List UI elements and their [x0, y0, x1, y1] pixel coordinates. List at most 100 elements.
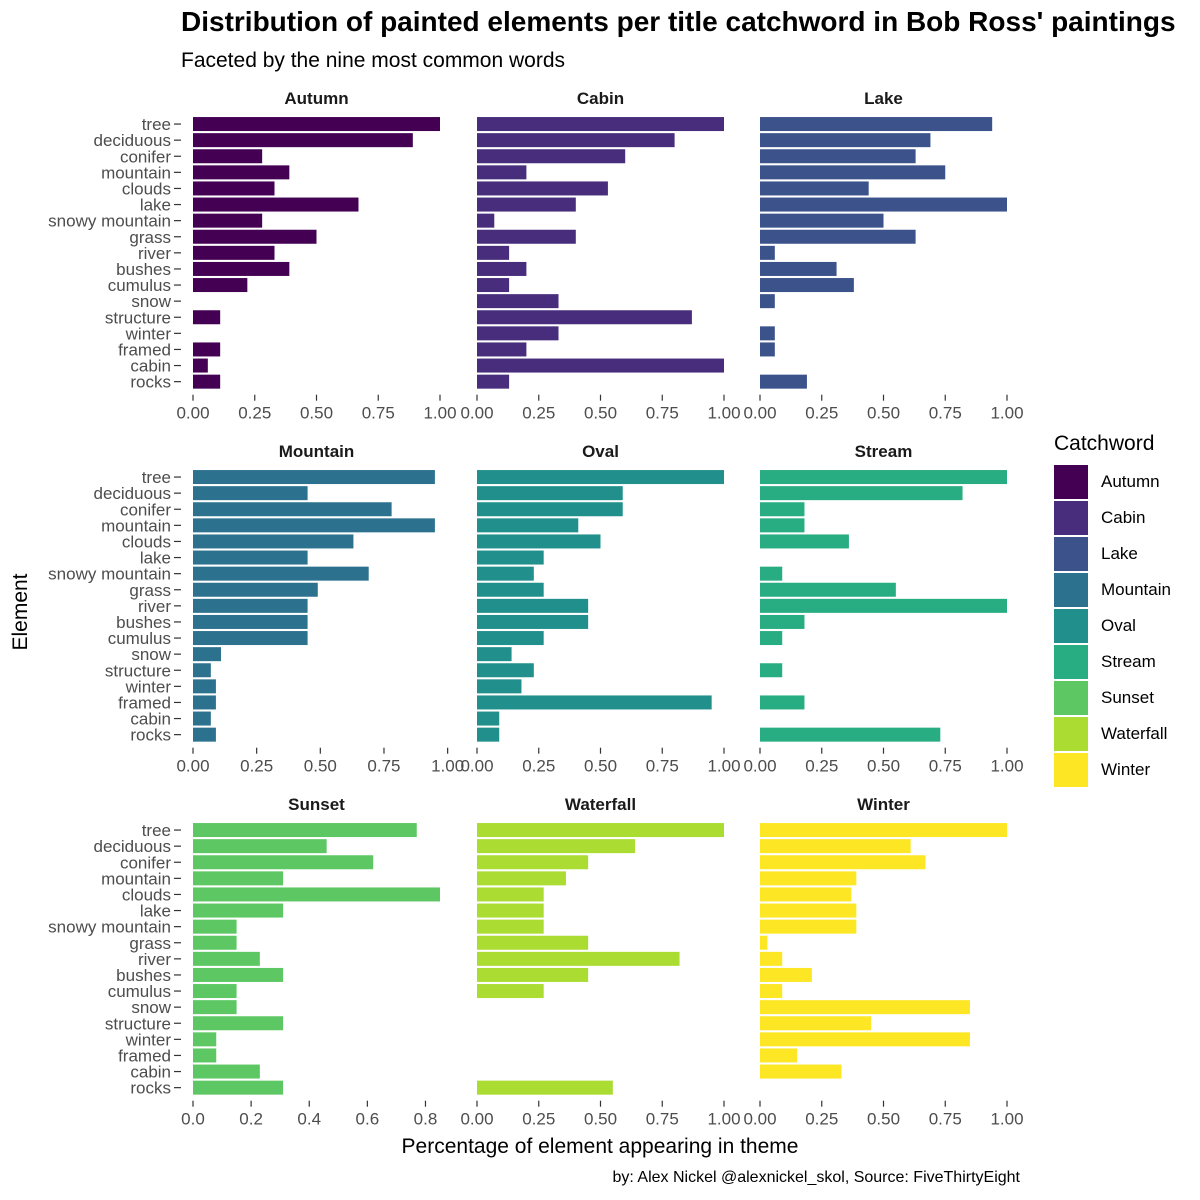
- bar-clouds: [477, 534, 601, 549]
- bar-deciduous: [477, 133, 675, 148]
- x-tick-label: 0.50: [584, 1110, 617, 1129]
- y-tick-label: river: [138, 244, 171, 263]
- bar-bushes: [760, 967, 812, 982]
- y-tick-label: clouds: [122, 532, 171, 551]
- y-tick-label: winter: [125, 677, 172, 696]
- bar-bushes: [477, 967, 589, 982]
- bar-framed: [477, 695, 712, 710]
- bar-conifer: [760, 502, 805, 517]
- bar-deciduous: [477, 839, 636, 854]
- x-tick-label: 0.8: [414, 1110, 438, 1129]
- bar-winter: [477, 679, 522, 694]
- y-tick-label: snowy mountain: [48, 918, 171, 937]
- legend-swatch: [1054, 717, 1088, 751]
- x-tick-label: 0.25: [238, 404, 271, 423]
- x-tick-label: 0.00: [743, 1110, 776, 1129]
- y-tick-label: cabin: [130, 357, 171, 376]
- y-tick-label: structure: [105, 1014, 171, 1033]
- bar-conifer: [193, 855, 374, 870]
- y-tick-label: grass: [129, 228, 171, 247]
- bar-lake: [193, 903, 284, 918]
- y-tick-label: cabin: [130, 710, 171, 729]
- legend-swatch: [1054, 681, 1088, 715]
- bar-river: [477, 245, 510, 260]
- bar-bushes: [477, 614, 589, 629]
- x-tick-label: 0.00: [460, 1110, 493, 1129]
- y-tick-label: structure: [105, 661, 171, 680]
- bar-conifer: [477, 855, 589, 870]
- bar-lake: [193, 550, 308, 565]
- bar-lake: [477, 550, 544, 565]
- bar-cabin: [193, 1064, 260, 1079]
- x-tick-label: 0.00: [460, 404, 493, 423]
- bar-cumulus: [477, 984, 544, 999]
- y-tick-label: rocks: [130, 1079, 171, 1098]
- bar-deciduous: [760, 486, 963, 501]
- bar-lake: [760, 197, 1007, 212]
- legend-item: Cabin: [1054, 500, 1171, 536]
- bar-tree: [760, 117, 993, 132]
- y-tick-label: grass: [129, 934, 171, 953]
- bar-cumulus: [193, 984, 237, 999]
- x-tick-label: 0.00: [460, 757, 493, 776]
- bar-river: [477, 598, 589, 613]
- x-tick-label: 0.75: [646, 404, 679, 423]
- legend: Catchword Autumn Cabin Lake Mountain Oval Str…: [1054, 432, 1171, 788]
- legend-item: Sunset: [1054, 680, 1171, 716]
- y-tick-label: framed: [118, 693, 171, 712]
- legend-item: Autumn: [1054, 464, 1171, 500]
- legend-label: Waterfall: [1101, 724, 1168, 743]
- y-tick-label: tree: [142, 468, 171, 487]
- y-tick-label: snow: [131, 998, 171, 1017]
- bar-conifer: [477, 149, 626, 164]
- y-tick-label: snowy mountain: [48, 565, 171, 584]
- legend-swatch: [1054, 609, 1088, 643]
- bar-tree: [477, 823, 724, 838]
- bar-structure: [193, 1016, 284, 1031]
- bar-conifer: [193, 502, 392, 517]
- bar-snowy-mountain: [760, 213, 884, 228]
- x-tick-label: 0.6: [356, 1110, 380, 1129]
- bar-deciduous: [193, 133, 413, 148]
- bar-conifer: [193, 149, 263, 164]
- legend-item: Oval: [1054, 608, 1171, 644]
- legend-item: Stream: [1054, 644, 1171, 680]
- y-tick-label: rocks: [130, 373, 171, 392]
- bar-snowy-mountain: [193, 213, 263, 228]
- bar-deciduous: [760, 133, 931, 148]
- bar-mountain: [193, 165, 290, 180]
- caption: by: Alex Nickel @alexnickel_skol, Source…: [612, 1169, 1020, 1186]
- y-tick-label: snow: [131, 292, 171, 311]
- bar-bushes: [193, 614, 308, 629]
- x-tick-label: 0.75: [362, 404, 395, 423]
- bar-framed: [760, 342, 775, 357]
- legend-item: Lake: [1054, 536, 1171, 572]
- y-tick-label: tree: [142, 821, 171, 840]
- x-tick-label: 1.00: [431, 757, 464, 776]
- y-tick-label: deciduous: [93, 131, 171, 150]
- bar-winter: [760, 1032, 970, 1047]
- y-tick-label: snow: [131, 645, 171, 664]
- bar-mountain: [760, 871, 857, 886]
- bar-tree: [477, 117, 724, 132]
- bar-structure: [477, 310, 692, 325]
- legend-swatch: [1054, 465, 1088, 499]
- y-tick-label: framed: [118, 1046, 171, 1065]
- y-tick-label: river: [138, 597, 171, 616]
- y-tick-label: lake: [140, 196, 171, 215]
- bar-rocks: [760, 727, 941, 742]
- y-tick-label: conifer: [120, 500, 171, 519]
- bar-deciduous: [760, 839, 911, 854]
- bar-conifer: [477, 502, 623, 517]
- bar-snow: [760, 294, 775, 309]
- x-tick-label: 0.00: [176, 404, 209, 423]
- bar-bushes: [760, 261, 837, 276]
- legend-title: Catchword: [1054, 432, 1155, 455]
- chart-title: Distribution of painted elements per tit…: [181, 6, 1176, 37]
- bar-lake: [477, 903, 544, 918]
- x-tick-label: 0.75: [929, 404, 962, 423]
- bar-grass: [760, 229, 916, 244]
- y-tick-label: mountain: [101, 163, 171, 182]
- x-tick-label: 0.25: [805, 757, 838, 776]
- x-tick-label: 0.50: [584, 757, 617, 776]
